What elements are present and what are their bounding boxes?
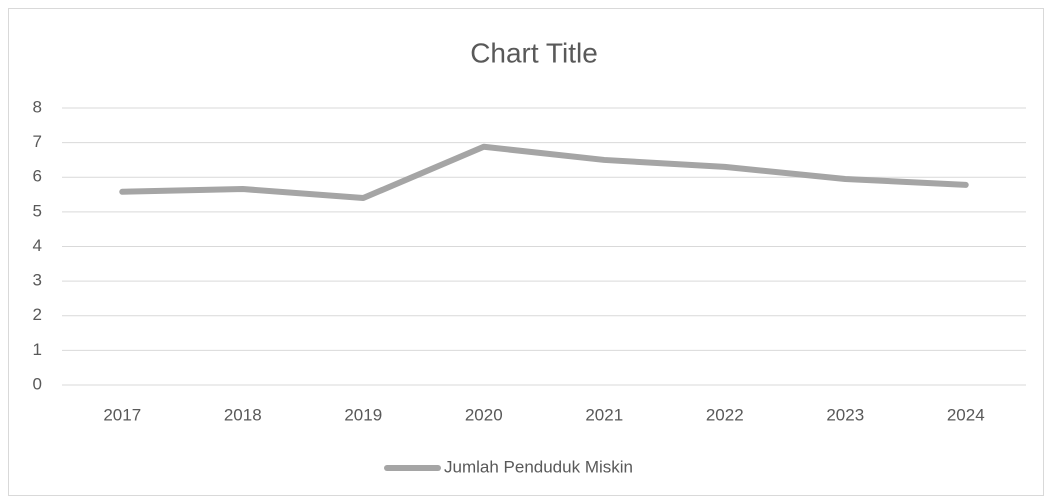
x-tick-label: 2020	[465, 405, 503, 424]
x-tick-label: 2022	[706, 405, 744, 424]
y-tick-label: 3	[33, 271, 42, 290]
y-tick-label: 6	[33, 167, 42, 186]
y-tick-label: 2	[33, 305, 42, 324]
y-tick-label: 7	[33, 132, 42, 151]
x-tick-label: 2024	[947, 405, 985, 424]
chart-area	[8, 8, 1044, 496]
legend-label: Jumlah Penduduk Miskin	[444, 457, 633, 476]
y-tick-label: 0	[33, 374, 42, 393]
x-tick-label: 2023	[826, 405, 864, 424]
y-tick-label: 1	[33, 340, 42, 359]
y-tick-label: 5	[33, 201, 42, 220]
x-tick-label: 2021	[585, 405, 623, 424]
chart-title: Chart Title	[470, 37, 598, 68]
x-tick-label: 2018	[224, 405, 262, 424]
y-tick-label: 4	[33, 236, 42, 255]
y-tick-label: 8	[33, 97, 42, 116]
x-tick-label: 2019	[344, 405, 382, 424]
line-series	[119, 143, 969, 202]
x-tick-label: 2017	[103, 405, 141, 424]
